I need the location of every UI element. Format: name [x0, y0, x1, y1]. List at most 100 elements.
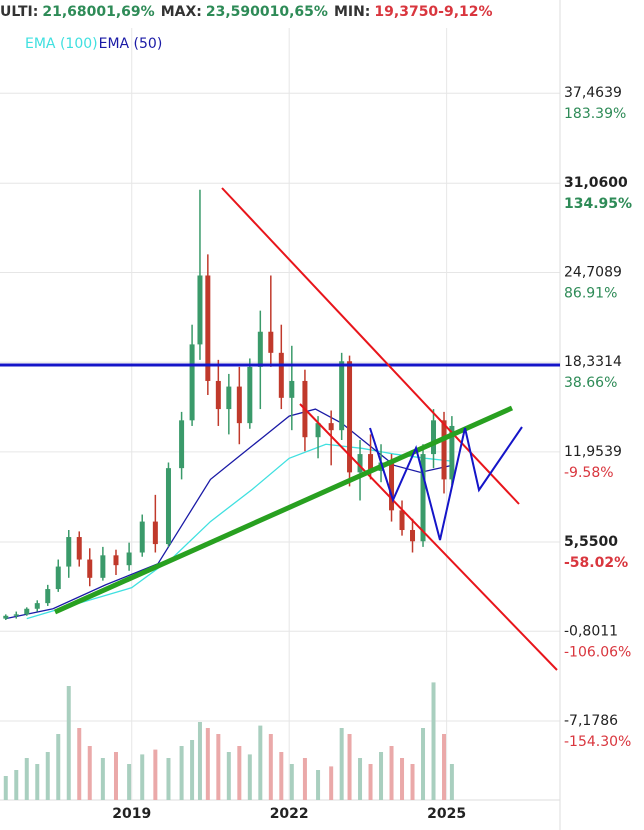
candle-body [179, 420, 185, 469]
trend-line [53, 405, 514, 615]
volume-bar [431, 682, 436, 800]
candle-body [66, 537, 72, 567]
candle-body [339, 361, 345, 431]
volume-bar [316, 770, 321, 800]
candle-body [389, 462, 395, 511]
candle-body [55, 566, 61, 590]
candle-body [236, 386, 242, 424]
volume-bar [302, 758, 307, 800]
header-change: 10,65% [270, 4, 328, 20]
volume-bar [339, 728, 344, 800]
candle-body [441, 420, 447, 480]
y2-tick-label: -58.02% [564, 555, 628, 571]
volume-bar [442, 734, 447, 800]
y2-tick-label: -106.06% [564, 644, 631, 660]
y2-tick-label: -154.30% [564, 734, 631, 750]
volume-bar [35, 764, 40, 800]
candle-body [268, 331, 274, 353]
trend-line [299, 403, 558, 671]
header-change: -9,12% [438, 4, 492, 20]
ema-line [26, 443, 452, 620]
volume-bar [258, 725, 263, 800]
drawings [0, 187, 560, 671]
candle-body [152, 521, 158, 545]
y2-tick-label: -9.58% [564, 465, 614, 481]
candle-body [449, 425, 455, 480]
y-tick-label: 37,4639 [564, 85, 622, 101]
candle-body [45, 589, 51, 604]
volume-bar [410, 764, 415, 800]
candle-body [278, 352, 284, 398]
y-tick-label: -7,1786 [564, 713, 618, 729]
candle-body [139, 521, 145, 553]
volume-bar [226, 752, 231, 800]
candle-body [87, 559, 93, 578]
volume-bar [421, 728, 426, 800]
volume-bar [449, 764, 454, 800]
candle-body [420, 454, 426, 542]
x-tick-label: 2025 [427, 806, 466, 822]
y-tick-label: 31,0600 [564, 175, 628, 191]
candle-body [315, 423, 321, 438]
y-tick-label: 24,7089 [564, 265, 622, 281]
header-label: MIN: [334, 4, 370, 20]
candle-body [197, 275, 203, 345]
candle-body [34, 603, 40, 609]
x-tick-label: 2022 [270, 806, 309, 822]
candle-body [189, 344, 195, 421]
candle-body [24, 608, 30, 615]
volume-bar [153, 749, 158, 800]
volume-bar [87, 746, 92, 800]
volume-bar [247, 754, 252, 800]
candle-body [215, 380, 221, 410]
candle-body [289, 380, 295, 398]
volume-bar [24, 758, 29, 800]
y-tick-label: -0,8011 [564, 623, 618, 639]
volume-bar [197, 722, 202, 800]
candle-body [347, 361, 353, 473]
candle-body [328, 423, 334, 431]
candle-body [357, 454, 363, 473]
volume-bar [279, 752, 284, 800]
volume-bar [14, 770, 19, 800]
volume-bar [140, 754, 145, 800]
candle-body [100, 555, 106, 578]
volume-bar [289, 764, 294, 800]
volume-bar [268, 734, 273, 800]
header-label: ULTI: [0, 4, 38, 20]
volume-bar [347, 734, 352, 800]
volume-bar [205, 728, 210, 800]
candle-body [3, 615, 9, 619]
y-tick-label: 5,5500 [564, 534, 618, 550]
volume-bar [66, 686, 71, 800]
candle-body [113, 555, 119, 566]
volume-bar [113, 752, 118, 800]
volume-bar [56, 734, 61, 800]
volume-bar [368, 764, 373, 800]
candle-body [205, 275, 211, 381]
volume-bar [329, 766, 334, 800]
header-label: MAX: [161, 4, 202, 20]
y2-tick-label: 183.39% [564, 106, 626, 122]
candle-body [368, 454, 374, 471]
candle-body [126, 552, 132, 566]
volume-bar [358, 758, 363, 800]
candle-body [226, 386, 232, 410]
pattern-line [369, 426, 523, 541]
legend-entry: EMA (100) [25, 36, 98, 52]
volume-bar [3, 776, 8, 800]
y-tick-label: 18,3314 [564, 354, 622, 370]
volume-bar [77, 728, 82, 800]
candle-body [257, 331, 263, 367]
candle-body [247, 366, 253, 424]
candle-body [76, 537, 82, 560]
ema-line [5, 408, 453, 620]
candle-body [165, 468, 171, 545]
candle-body [410, 530, 416, 542]
volume-bar [100, 758, 105, 800]
candle-body [13, 614, 19, 616]
volume-bar [45, 752, 50, 800]
volume-bar [166, 758, 171, 800]
